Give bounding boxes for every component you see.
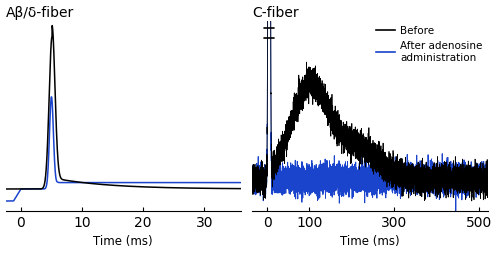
- X-axis label: Time (ms): Time (ms): [340, 235, 400, 248]
- X-axis label: Time (ms): Time (ms): [94, 235, 153, 248]
- Text: Aβ/δ-fiber: Aβ/δ-fiber: [6, 6, 74, 20]
- Legend: Before, After adenosine
administration: Before, After adenosine administration: [376, 26, 482, 63]
- Text: C-fiber: C-fiber: [252, 6, 299, 20]
